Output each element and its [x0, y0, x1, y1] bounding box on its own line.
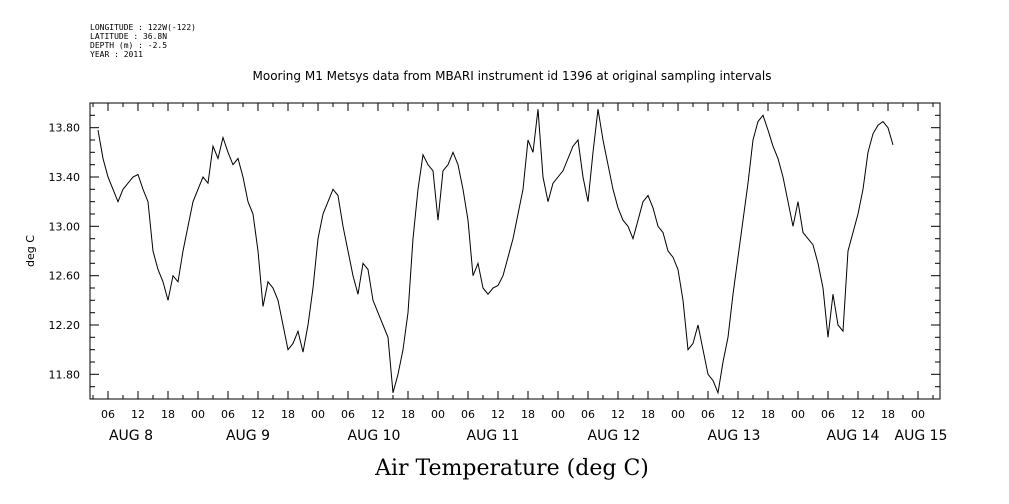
y-tick-label: 13.00: [49, 220, 81, 233]
x-tick-label: 06: [821, 408, 835, 421]
day-label: AUG 13: [708, 428, 761, 444]
x-tick-label: 06: [581, 408, 595, 421]
x-tick-label: 18: [881, 408, 895, 421]
day-label: AUG 14: [827, 428, 880, 444]
day-label: AUG 10: [348, 428, 401, 444]
x-tick-label: 06: [701, 408, 715, 421]
y-axis: 11.80 12.20 12.60 13.00 13.40 13.80: [49, 114, 940, 388]
y-tick-label: 12.20: [49, 319, 81, 332]
day-label: AUG 9: [226, 428, 270, 444]
x-tick-label: 12: [611, 408, 625, 421]
x-tick-label: 18: [161, 408, 175, 421]
x-tick-label: 06: [341, 408, 355, 421]
day-label: AUG 12: [588, 428, 641, 444]
depth-label: DEPTH (m) : -2.5: [90, 41, 167, 50]
x-tick-label: 00: [191, 408, 205, 421]
x-tick-label: 18: [281, 408, 295, 421]
x-tick-label: 06: [101, 408, 115, 421]
x-tick-label: 12: [371, 408, 385, 421]
x-tick-label: 00: [551, 408, 565, 421]
x-tick-label: 18: [641, 408, 655, 421]
x-axis: 06 12 18 00 06 12 18 00 06 12 18 00 06 12 18 00 06 12 18 00…: [92, 103, 948, 444]
x-tick-label: 12: [131, 408, 145, 421]
y-tick-label: 13.40: [49, 171, 81, 184]
x-tick-label: 00: [311, 408, 325, 421]
x-tick-label: 00: [911, 408, 925, 421]
day-label: AUG 11: [467, 428, 520, 444]
x-tick-label: 12: [851, 408, 865, 421]
latitude-label: LATITUDE : 36.8N: [90, 32, 167, 41]
y-tick-label: 12.60: [49, 270, 81, 283]
x-tick-label: 18: [761, 408, 775, 421]
y-axis-label: deg C: [24, 235, 37, 267]
series-group: [97, 109, 894, 395]
y-tick-label: 13.80: [49, 122, 81, 135]
plot-frame: [89, 102, 941, 400]
x-tick-label: 00: [431, 408, 445, 421]
x-axis-label: Air Temperature (deg C): [374, 456, 649, 481]
x-tick-label: 18: [401, 408, 415, 421]
day-label: AUG 8: [109, 428, 153, 444]
x-tick-label: 06: [221, 408, 235, 421]
y-tick-label: 11.80: [49, 368, 81, 381]
x-tick-label: 06: [461, 408, 475, 421]
x-tick-label: 00: [791, 408, 805, 421]
x-tick-label: 12: [491, 408, 505, 421]
temperature-line: [97, 109, 894, 395]
day-label: AUG 15: [895, 428, 948, 444]
x-tick-label: 12: [731, 408, 745, 421]
x-tick-label: 18: [521, 408, 535, 421]
year-label: YEAR : 2011: [90, 50, 143, 59]
chart-title: Mooring M1 Metsys data from MBARI instru…: [253, 69, 772, 83]
x-tick-label: 00: [671, 408, 685, 421]
x-tick-label: 12: [251, 408, 265, 421]
longitude-label: LONGITUDE : 122W(-122): [90, 23, 196, 32]
